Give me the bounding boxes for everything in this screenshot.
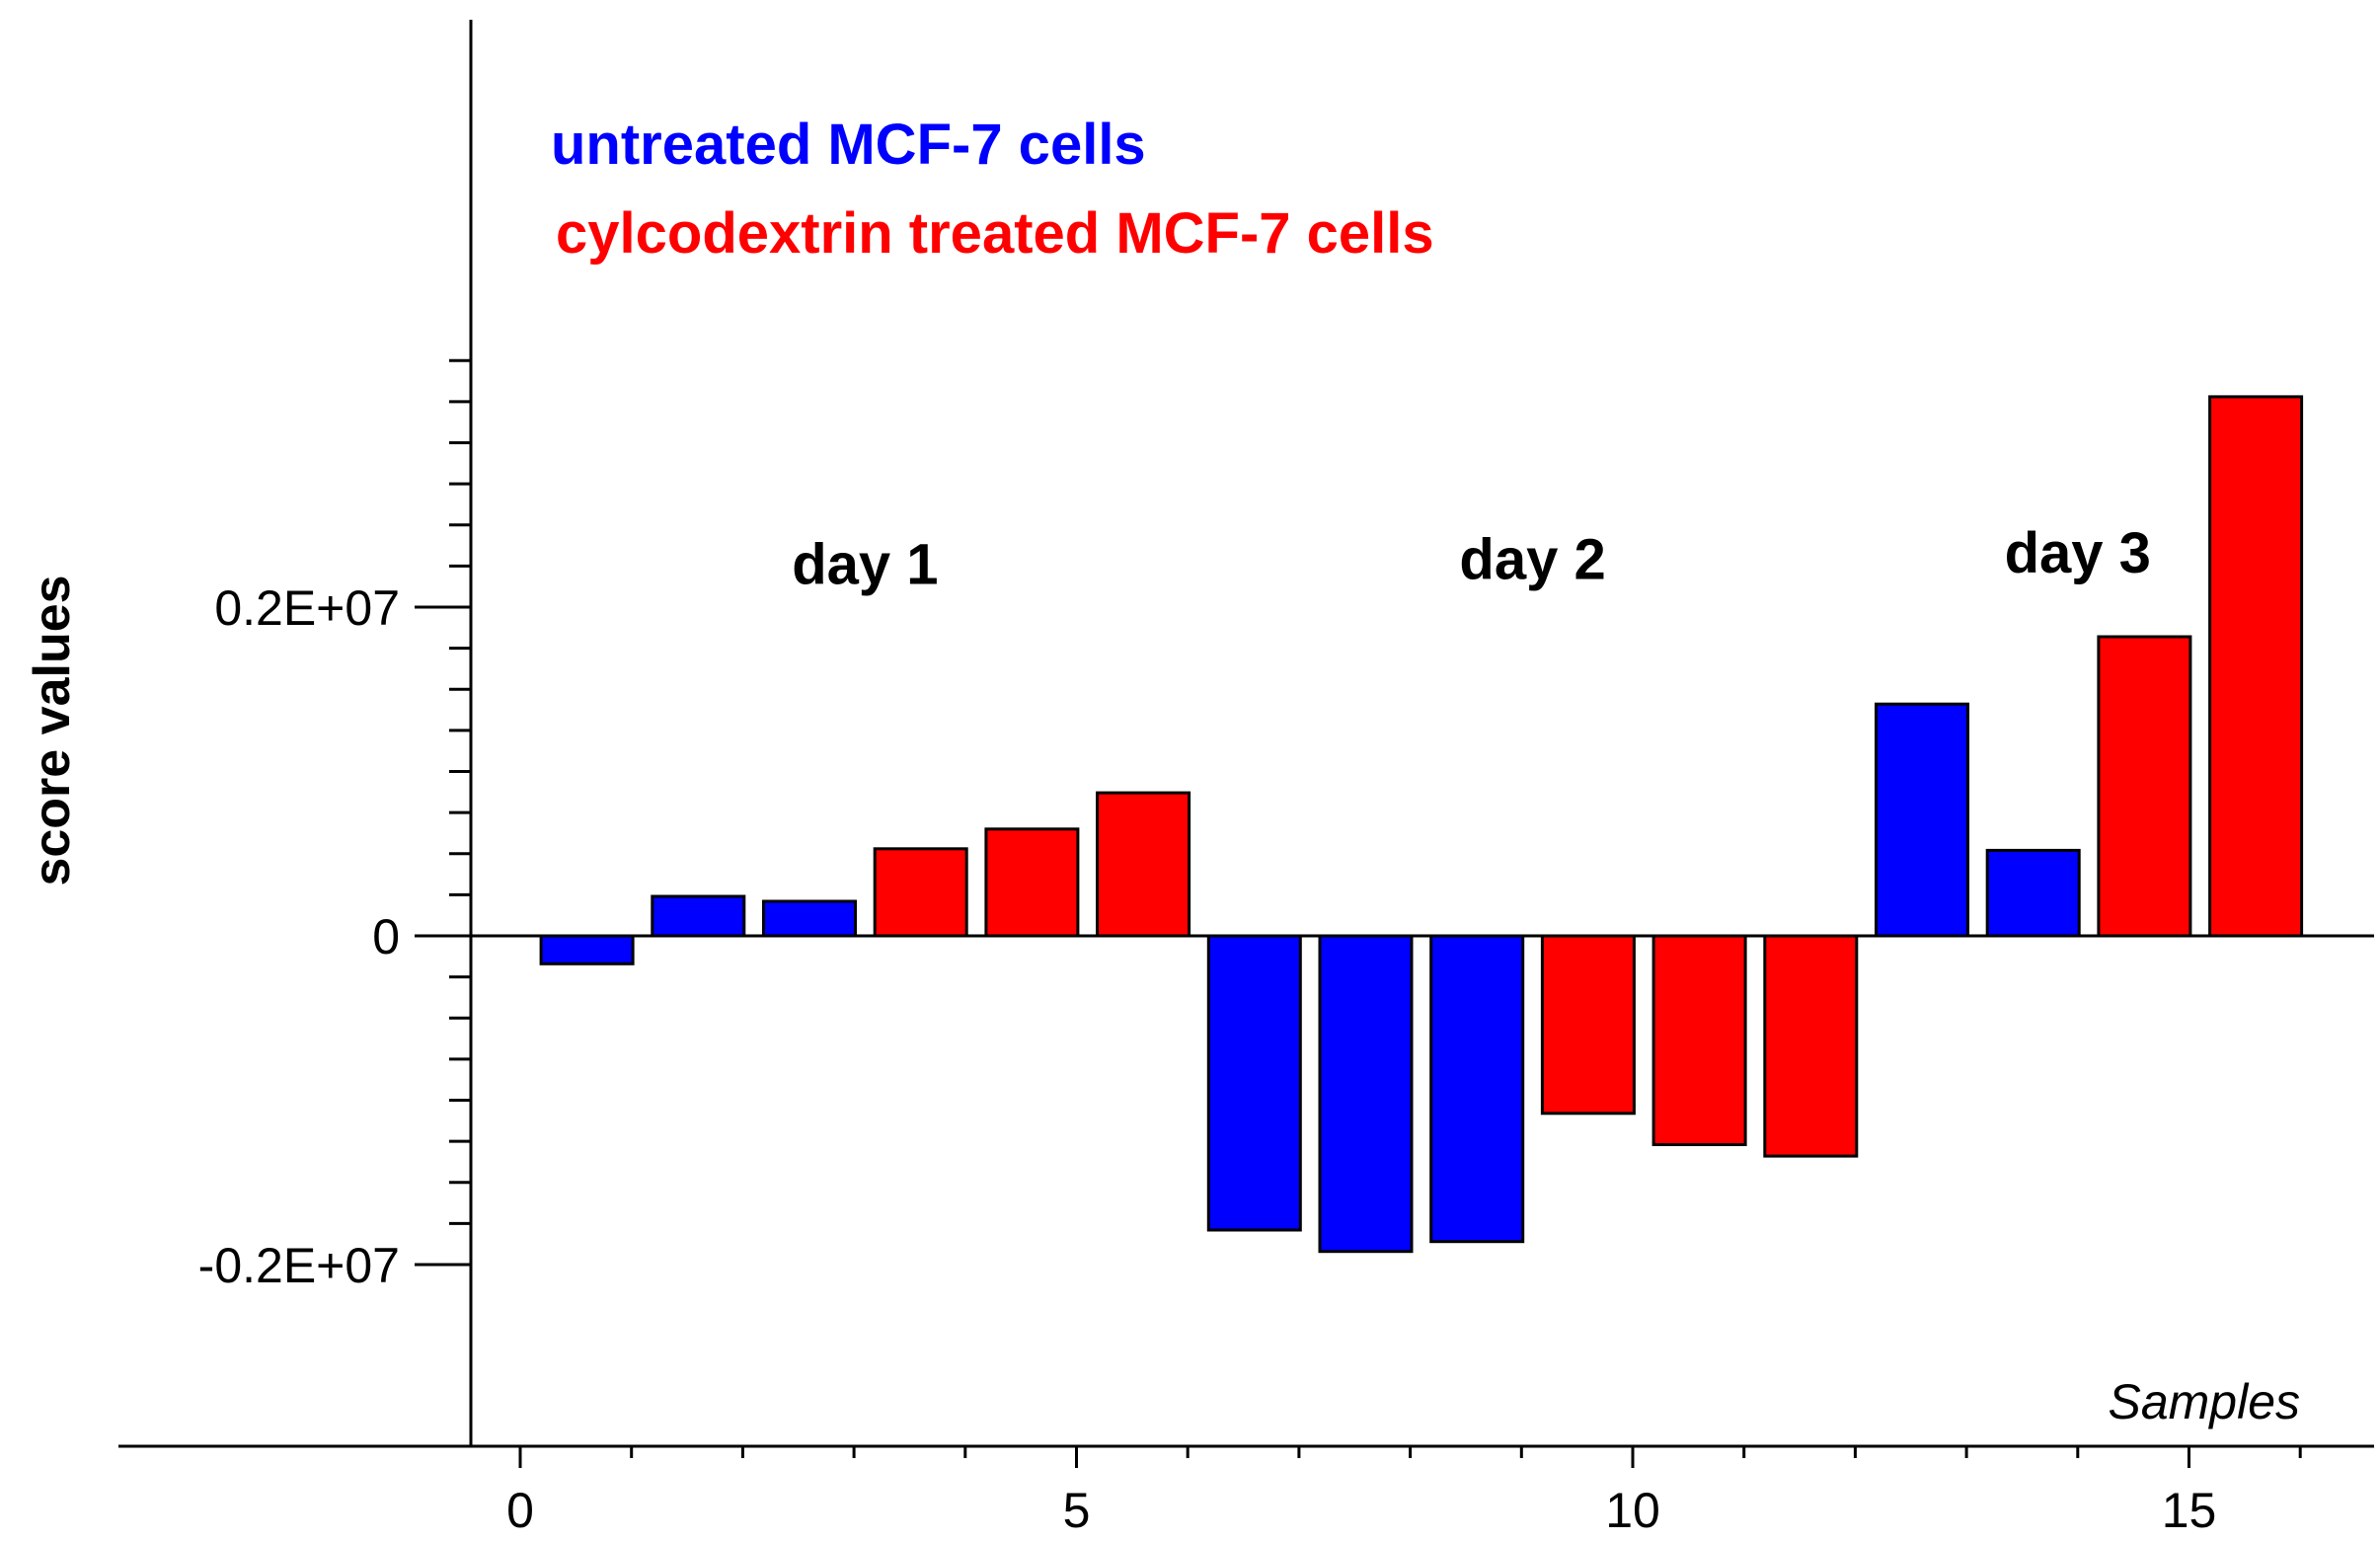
y-tick-label-2000000: 0.2E+07 (214, 580, 400, 636)
x-tick-label-10: 10 (1605, 1483, 1660, 1538)
bar-16 (2208, 395, 2304, 938)
bar-7 (1206, 934, 1302, 1232)
annotation-day-2: day 2 (1459, 528, 1605, 592)
y-axis-title: score values (24, 575, 81, 886)
legend-untreated: untreated MCF-7 cells (551, 113, 1146, 177)
bar-5 (984, 827, 1080, 938)
y-tick-label-0: 0 (372, 909, 400, 964)
x-tick-label-0: 0 (506, 1483, 534, 1538)
bar-13 (1875, 702, 1969, 938)
bar-4 (873, 847, 968, 938)
bar-6 (1096, 791, 1191, 938)
bar-15 (2097, 635, 2192, 938)
bar-1 (539, 934, 635, 965)
bar-11 (1651, 934, 1747, 1146)
bar-10 (1540, 934, 1636, 1116)
legend-treated: cylcodextrin treated MCF-7 cells (556, 201, 1434, 266)
bar-8 (1318, 934, 1414, 1254)
y-tick-label--2000000: -0.2E+07 (198, 1238, 400, 1293)
bar-9 (1429, 934, 1525, 1244)
annotation-day-3: day 3 (2005, 521, 2151, 585)
bar-2 (651, 894, 746, 938)
bar-3 (762, 899, 857, 938)
bar-12 (1763, 934, 1859, 1158)
annotation-day-1: day 1 (792, 533, 938, 597)
bar-14 (1985, 848, 2081, 938)
x-tick-label-5: 5 (1063, 1483, 1091, 1538)
x-tick-label-15: 15 (2162, 1483, 2217, 1538)
x-axis-title: Samples (2108, 1374, 2300, 1429)
